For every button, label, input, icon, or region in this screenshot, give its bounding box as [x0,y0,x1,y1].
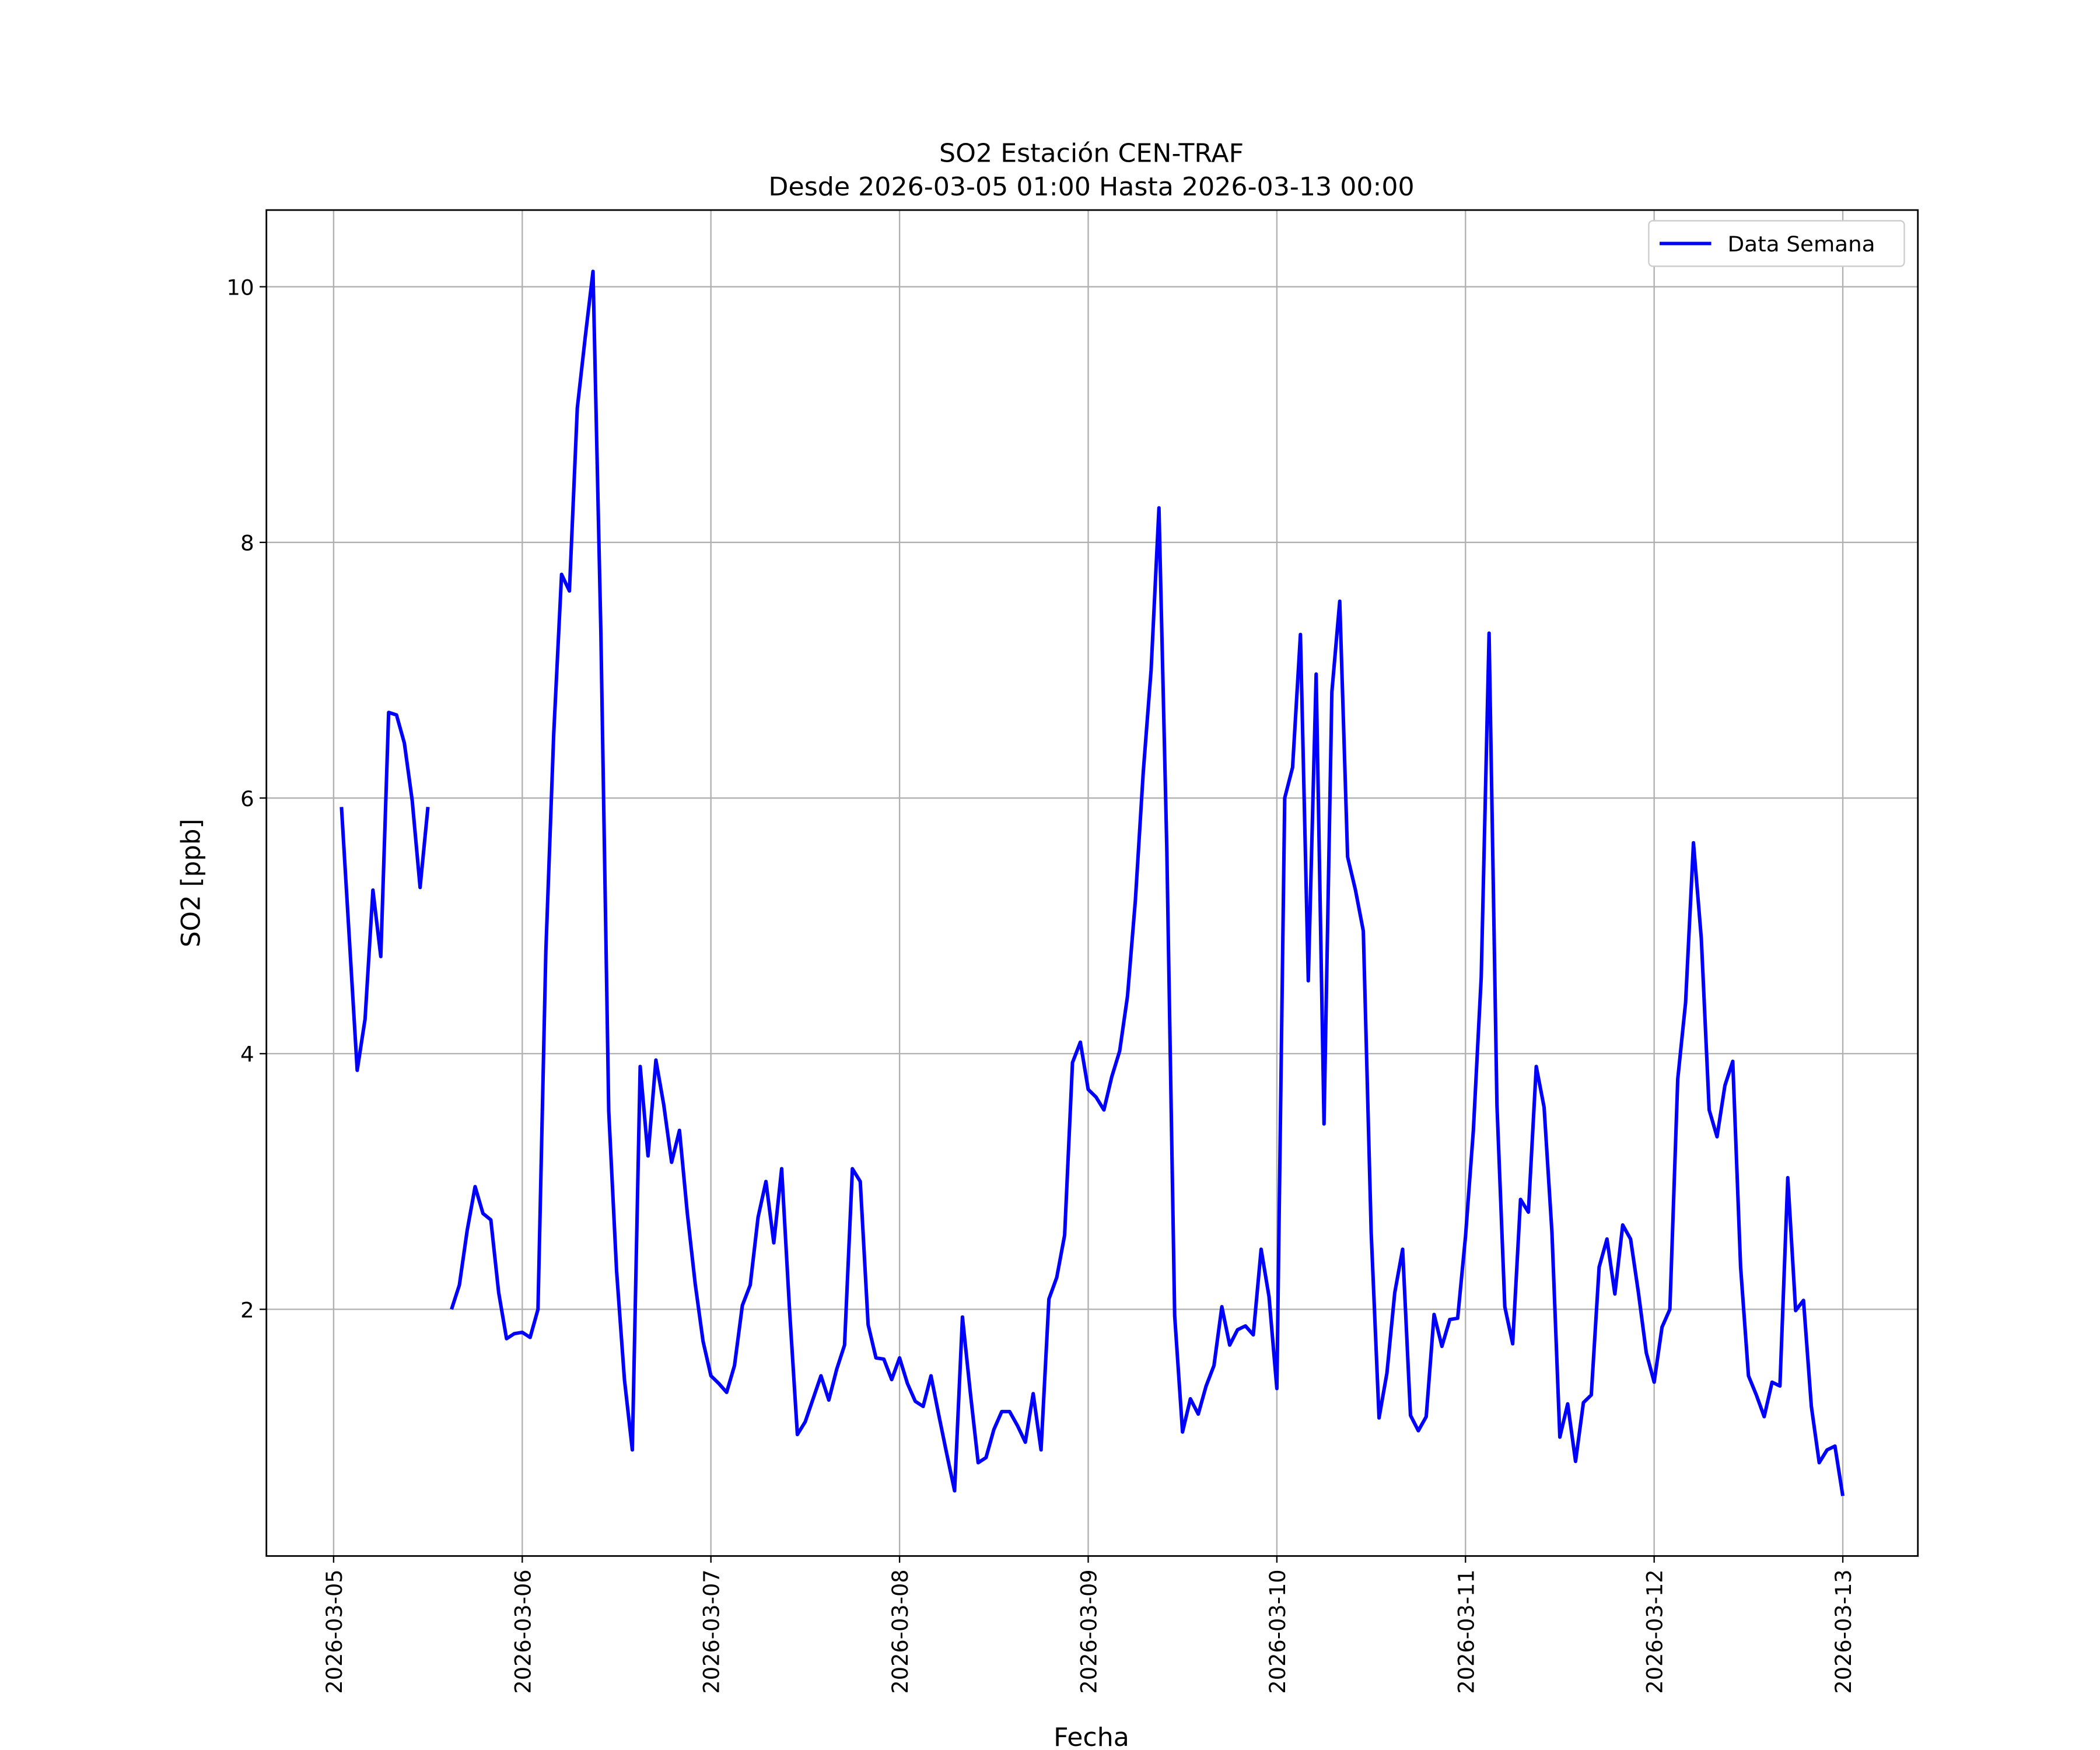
x-tick-label: 2026-03-12 [1642,1569,1667,1693]
y-tick-label: 2 [240,1298,254,1323]
y-tick-label: 4 [240,1042,254,1067]
x-tick-label: 2026-03-08 [888,1569,913,1693]
y-tick-label: 6 [240,786,254,811]
axes-frame [265,209,1919,1557]
data-line [340,270,1845,1496]
x-tick-label: 2026-03-06 [510,1569,536,1693]
legend-box [1648,220,1905,267]
x-tick-label: 2026-03-07 [699,1569,724,1693]
y-axis-label: SO2 [ppb] [176,819,206,947]
x-axis-label: Fecha [1054,1723,1129,1750]
x-tick-label: 2026-03-11 [1454,1569,1479,1693]
x-tick-label: 2026-03-13 [1831,1569,1856,1693]
x-tick-label: 2026-03-09 [1076,1569,1101,1693]
chart-title: SO2 Estación CEN-TRAF [939,139,1244,169]
legend-label: Data Semana [1728,232,1875,257]
y-tick-label: 8 [240,531,254,556]
y-tick-label: 10 [226,275,254,300]
x-tick-label: 2026-03-10 [1265,1569,1290,1693]
x-tick-label: 2026-03-05 [322,1569,347,1693]
chart-subtitle: Desde 2026-03-05 01:00 Hasta 2026-03-13 … [768,172,1414,202]
